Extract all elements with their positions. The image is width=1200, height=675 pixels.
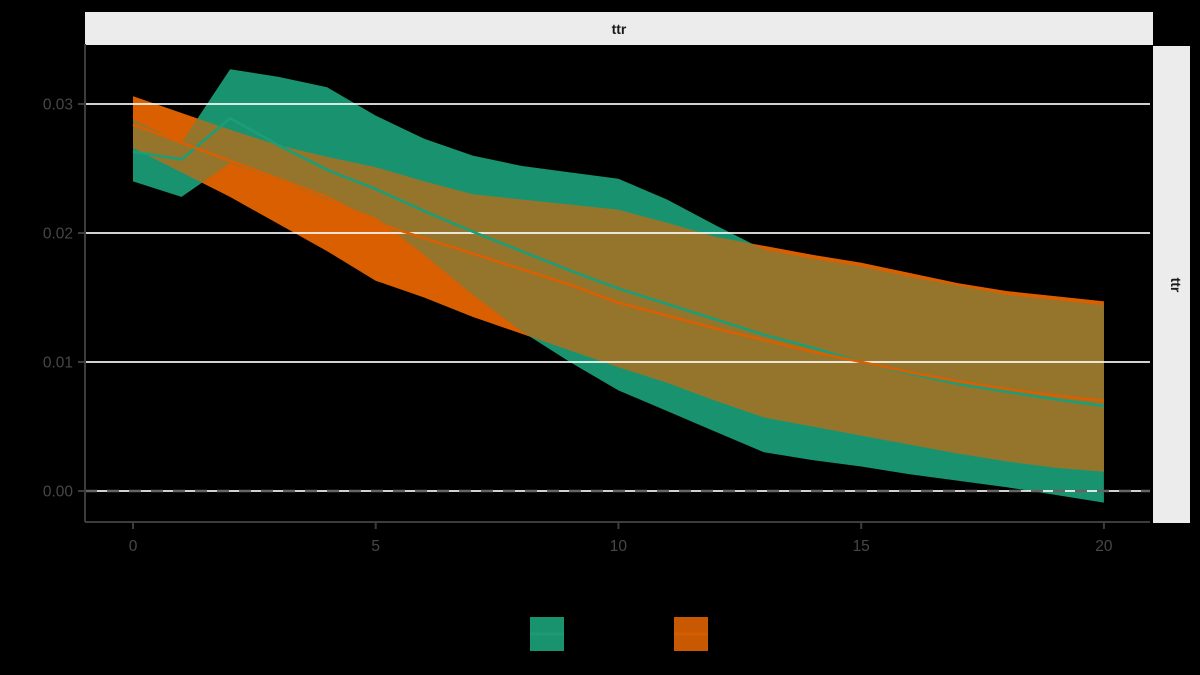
x-tick-label: 0: [129, 538, 138, 555]
x-tick-label: 20: [1095, 538, 1113, 555]
legend-key-green: [530, 617, 564, 651]
y-tick-label: 0.03: [43, 97, 73, 114]
facet-strip-top: [85, 12, 1153, 45]
tick-labels-layer: 0 5 10 15 20 0.00 0.01 0.02 0.03: [43, 97, 1113, 556]
legend: [530, 617, 708, 651]
x-tick-label: 15: [853, 538, 870, 555]
y-tick-label: 0.02: [43, 226, 73, 243]
orange-ribbon: [133, 96, 1104, 472]
orange-line: [132, 123, 1105, 402]
green-line: [132, 116, 1105, 408]
facet-strip-right-label: ttr: [1168, 278, 1184, 293]
legend-key-orange: [674, 617, 708, 651]
y-tick-label: 0.01: [43, 355, 73, 372]
ribbons-layer: [133, 69, 1104, 503]
series-lines-layer: [132, 116, 1105, 408]
facet-strip-right: [1153, 46, 1190, 523]
facet-strip-top-label: ttr: [612, 21, 627, 37]
y-tick-label: 0.00: [43, 484, 74, 501]
axes-layer: [78, 44, 1150, 529]
x-tick-label: 10: [610, 538, 628, 555]
x-tick-label: 5: [371, 538, 380, 555]
